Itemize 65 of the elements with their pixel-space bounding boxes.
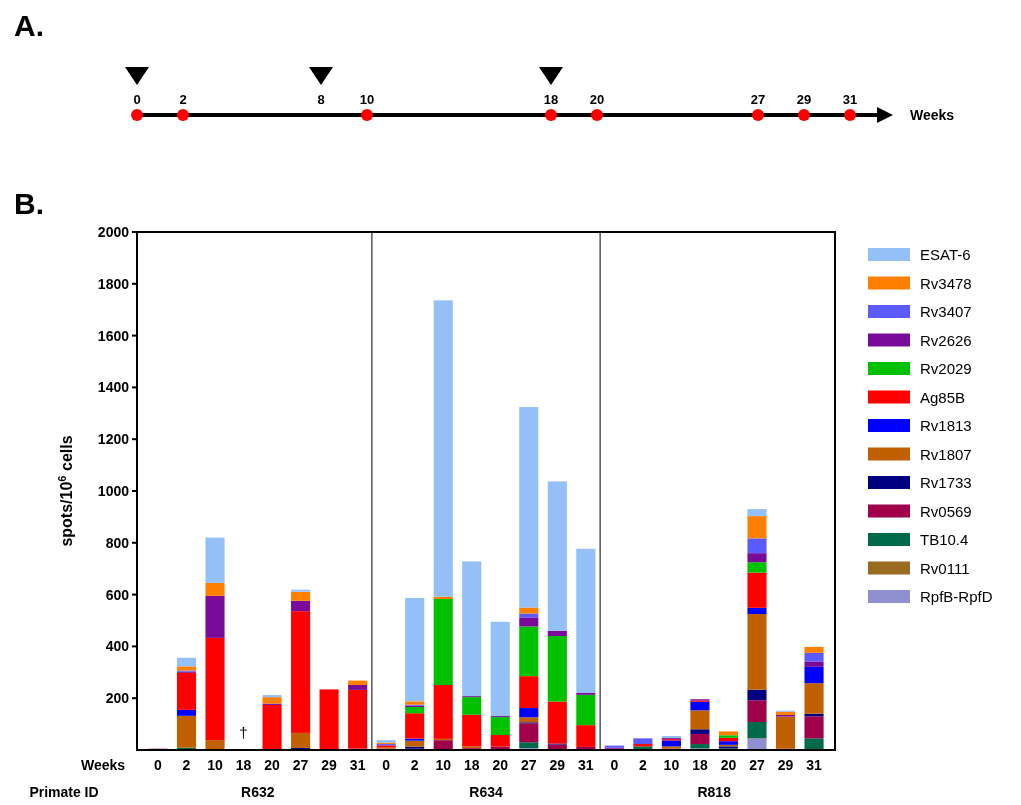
x-tick-label: 18	[235, 757, 252, 773]
y-tick-label: 1200	[97, 431, 130, 448]
legend-label: Ag85B	[920, 388, 966, 406]
text: Primate ID	[29, 784, 99, 800]
y-tick-label: 600	[105, 586, 130, 603]
x-tick-label: 10	[663, 757, 680, 773]
x-tick-label: 31	[578, 757, 594, 773]
legend-label: Rv3407	[920, 303, 972, 320]
y-tick-label: 400	[105, 638, 130, 655]
legend-label: Rv2626	[920, 331, 972, 349]
y-tick-label: 2000	[97, 224, 130, 240]
text: 8	[317, 92, 325, 107]
legend-label: Rv3478	[920, 274, 972, 292]
x-tick-label: 29	[321, 757, 338, 773]
text: A.	[14, 9, 44, 42]
legend-label: Rv1813	[920, 417, 972, 434]
legend-label: ESAT-6	[920, 246, 971, 263]
y-tick-label: 800	[105, 534, 130, 551]
x-tick-label: 31	[806, 757, 823, 773]
annotation: †	[239, 724, 248, 741]
y-tick-label: 1000	[97, 483, 130, 499]
text: 27	[750, 92, 766, 107]
text: R632	[241, 784, 275, 800]
text: 0	[133, 92, 141, 107]
chart-title: B.	[14, 187, 44, 220]
x-tick-label: 29	[777, 757, 794, 773]
x-tick-label: 27	[521, 757, 537, 773]
x-tick-label: 27	[292, 757, 309, 773]
x-tick-label: 27	[749, 757, 765, 773]
x-tick-label: 0	[610, 757, 619, 773]
text: 10	[359, 92, 375, 107]
x-tick-label: 31	[349, 757, 366, 773]
x-tick-label: 2	[638, 757, 647, 773]
legend-label: Rv0111	[920, 559, 970, 577]
x-tick-label: 10	[207, 757, 224, 773]
y-tick-label: 1400	[97, 379, 130, 396]
text: R818	[697, 784, 732, 800]
x-tick-label: 2	[182, 757, 191, 773]
x-tick-label: 29	[549, 757, 566, 773]
text: R634	[469, 784, 503, 800]
y-tick-label: 1600	[97, 327, 130, 344]
text: Weeks	[80, 757, 126, 773]
text: 20	[589, 92, 605, 107]
legend-label: Rv0569	[920, 502, 972, 520]
legend-label: TB10.4	[920, 531, 969, 548]
text: Weeks	[910, 107, 955, 123]
x-tick-label: 18	[692, 757, 708, 773]
legend-label: Rv1807	[920, 445, 972, 463]
x-tick-label: 20	[720, 757, 737, 773]
x-tick-label: 0	[382, 757, 391, 773]
text: 18	[543, 92, 559, 107]
x-tick-label: 0	[154, 757, 163, 773]
legend-label: RpfB-RpfD	[920, 588, 993, 605]
text: 2	[179, 92, 187, 107]
x-tick-label: 10	[435, 757, 452, 773]
legend-label: Rv1733	[920, 474, 972, 491]
text: 29	[796, 92, 812, 107]
y-tick-label: 200	[105, 690, 130, 707]
x-tick-label: 18	[463, 757, 480, 773]
y-tick-label: 1800	[97, 275, 130, 292]
x-tick-label: 2	[410, 757, 419, 773]
x-tick-label: 20	[492, 757, 509, 773]
legend-label: Rv2029	[920, 360, 972, 377]
text: 31	[842, 92, 858, 107]
x-tick-label: 20	[264, 757, 281, 773]
